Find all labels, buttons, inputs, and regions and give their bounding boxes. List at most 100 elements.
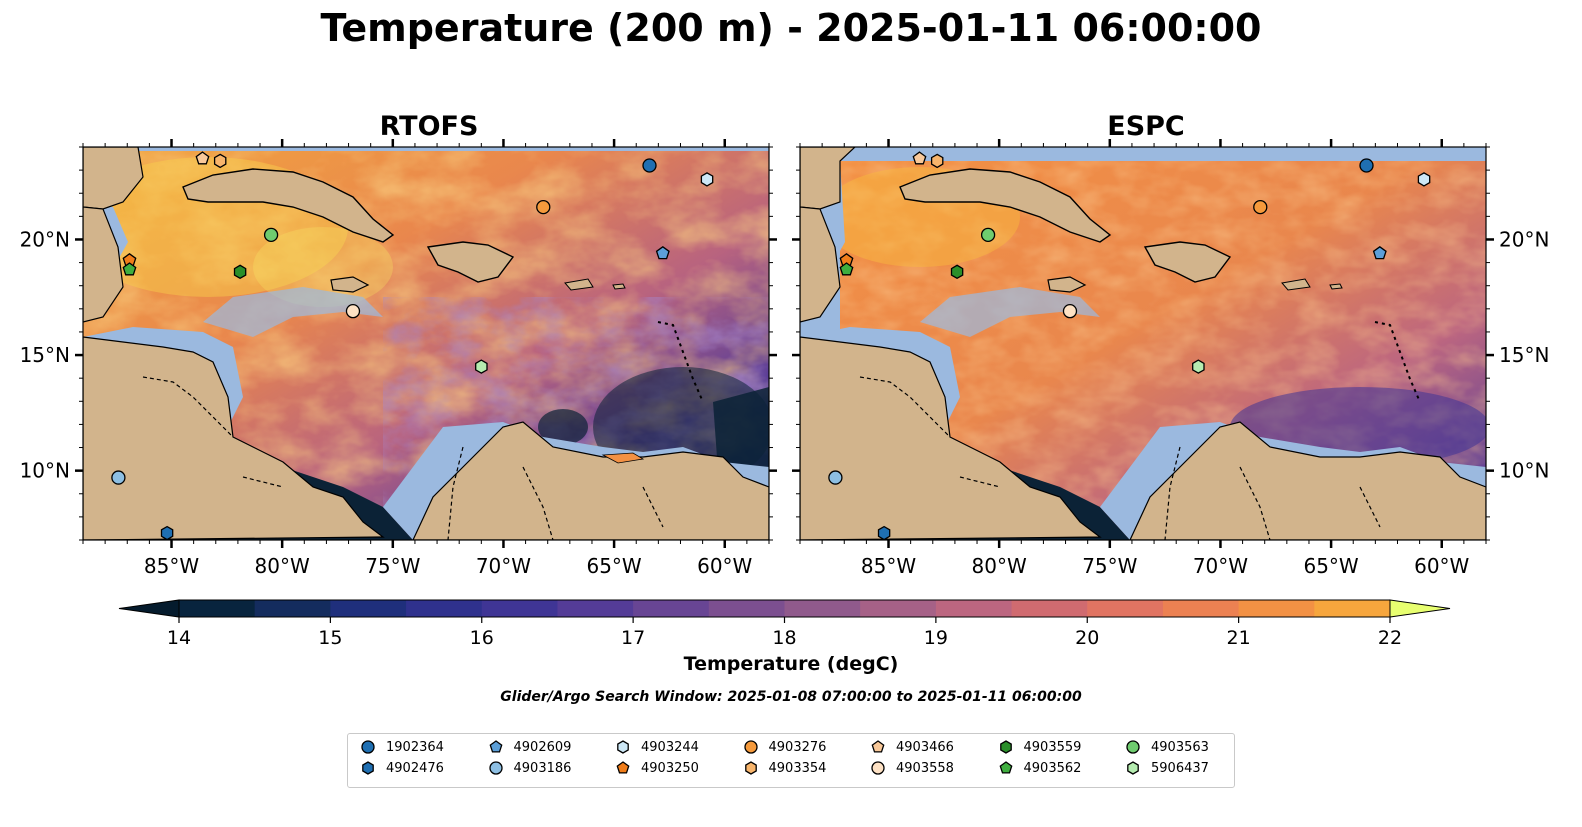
float-marker-1902364 (642, 158, 657, 173)
legend-item-5906437: 5906437 (1125, 758, 1209, 778)
hexagon-marker-icon (1127, 761, 1139, 775)
lat-tick-label: 15°N (20, 343, 70, 367)
lat-tick-label: 10°N (1499, 459, 1549, 483)
float-marker-4903558 (345, 303, 361, 319)
colorbar-segment (1011, 600, 1088, 617)
colorbar-segment (708, 600, 786, 617)
lon-tick-label: 80°W (972, 554, 1027, 578)
legend-item-4903186: 4903186 (488, 758, 572, 778)
legend-item-4903354: 4903354 (743, 758, 827, 778)
colorbar-segment (935, 600, 1013, 617)
legend-marker-4903244 (617, 740, 629, 754)
colorbar-extend-max (1389, 599, 1451, 618)
lat-tick-label: 20°N (1499, 227, 1549, 251)
colorbar-segment (784, 600, 861, 617)
legend-marker-1902364 (361, 740, 375, 754)
colorbar-label: Temperature (degC) (683, 653, 899, 675)
panel-title-rtofs: RTOFS (379, 111, 479, 142)
float-marker-4902609 (655, 245, 670, 260)
float-marker-4903276 (536, 199, 551, 215)
lon-tick-label: 60°W (697, 554, 752, 578)
legend-label: 4903558 (896, 760, 954, 776)
lat-tick-label: 20°N (20, 227, 70, 251)
legend-item-4903276: 4903276 (743, 737, 826, 757)
legend-label: 4903186 (513, 760, 572, 776)
lon-tick-label: 65°W (586, 554, 641, 578)
colorbar-segment (1314, 600, 1390, 617)
colorbar-tick-label: 21 (1227, 627, 1251, 649)
legend-label: 4902609 (513, 739, 572, 755)
float-marker-4903354 (213, 153, 227, 169)
circle-marker-icon (361, 740, 375, 754)
legend-label: 4903559 (1023, 739, 1082, 755)
float-marker-4902476 (877, 525, 891, 541)
panel-title-espc: ESPC (1107, 111, 1185, 142)
legend-marker-4903466 (871, 740, 885, 753)
colorbar-segment (1087, 600, 1164, 617)
legend-marker-4902609 (489, 740, 502, 753)
float-marker-4903559 (950, 264, 964, 280)
circle-marker-icon (488, 761, 503, 775)
legend-label: 5906437 (1151, 760, 1209, 776)
lon-tick-label: 75°W (365, 554, 420, 578)
colorbar-segment (254, 600, 331, 617)
float-marker-4903466 (912, 151, 927, 165)
lon-tick-label: 85°W (144, 554, 199, 578)
legend-label: 4903562 (1023, 760, 1082, 776)
legend-item-1902364: 1902364 (360, 737, 444, 757)
legend-marker-5906437 (1127, 761, 1139, 775)
legend-marker-4903250 (616, 761, 630, 774)
legend-label: 4903354 (768, 760, 827, 776)
figure-title: Temperature (200 m) - 2025-01-11 06:00:0… (320, 6, 1262, 50)
float-marker-4903244 (1417, 172, 1431, 187)
float-markers-rtofs (111, 151, 714, 541)
float-marker-5906437 (475, 359, 488, 374)
lon-tick-label: 75°W (1082, 554, 1137, 578)
float-marker-4903186 (111, 470, 126, 485)
colorbar: 14 15 16 17 18 19 20 21 22 (118, 599, 1451, 649)
legend-marker-4903562 (999, 761, 1012, 774)
map-panel-espc (799, 146, 1490, 541)
hexagon-marker-icon (617, 740, 629, 754)
legend-marker-4902476 (362, 761, 374, 775)
pentagon-marker-icon (871, 740, 885, 753)
colorbar-tick-label: 22 (1378, 627, 1402, 649)
colorbar-tick-label: 18 (772, 627, 796, 649)
map-panel-rtofs (68, 146, 773, 541)
float-marker-1902364 (1359, 158, 1374, 173)
colorbar-segment (179, 600, 256, 617)
colorbar-tick-label: 15 (318, 627, 342, 649)
float-marker-4903562 (839, 262, 854, 276)
colorbar-segment (1162, 600, 1240, 617)
float-marker-4903559 (233, 264, 247, 280)
colorbar-tick-label: 19 (924, 627, 948, 649)
colorbar-tick-label: 17 (621, 627, 645, 649)
hexagon-marker-icon (362, 761, 374, 775)
float-marker-4903558 (1062, 303, 1078, 319)
legend-label: 4903563 (1151, 739, 1209, 755)
colorbar-segment (557, 600, 634, 617)
legend-label: 4903244 (641, 739, 699, 755)
legend-marker-4903558 (871, 761, 885, 775)
colorbar-segment (1238, 600, 1315, 617)
lon-tick-label: 65°W (1303, 554, 1358, 578)
circle-marker-icon (743, 740, 758, 754)
colorbar-segment (481, 600, 559, 617)
float-marker-4903186 (828, 470, 843, 485)
legend-item-4903250: 4903250 (615, 758, 699, 778)
colorbar-segment (633, 600, 710, 617)
legend-label: 4902476 (386, 760, 444, 776)
float-marker-4903563 (263, 227, 279, 242)
map-frame-1 (799, 146, 1487, 541)
colorbar-segment (406, 600, 483, 617)
hexagon-marker-icon (999, 740, 1012, 754)
lat-tick-label: 10°N (20, 459, 70, 483)
colorbar-segment (860, 600, 937, 617)
lon-tick-label: 85°W (861, 554, 916, 578)
legend-marker-4903559 (999, 740, 1012, 754)
legend-label: 1902364 (386, 739, 444, 755)
map-espc (799, 146, 1490, 541)
legend-marker-4903186 (488, 761, 503, 775)
legend-item-4903562: 4903562 (998, 758, 1082, 778)
pentagon-marker-icon (489, 740, 502, 753)
